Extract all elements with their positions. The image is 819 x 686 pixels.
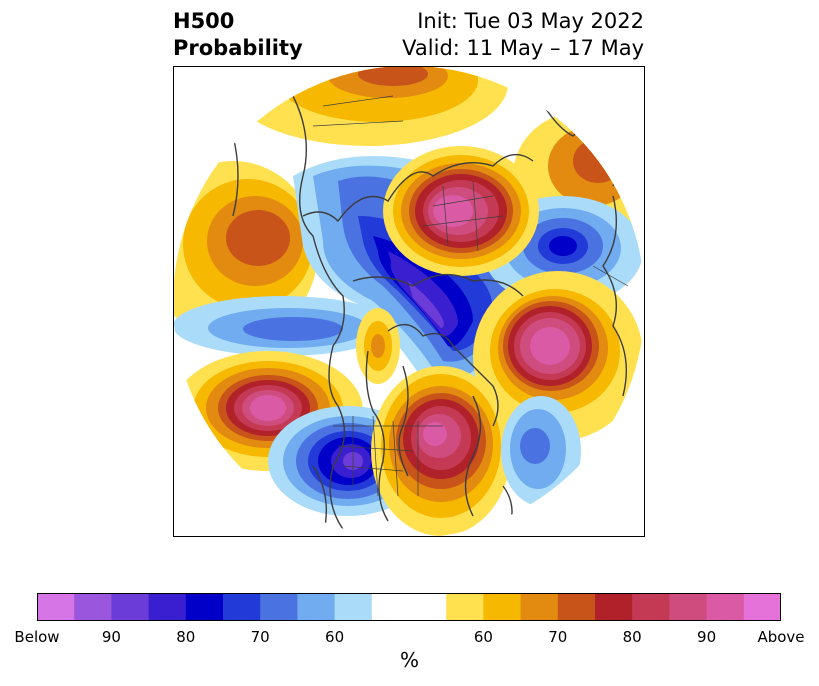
colorbar-tick-label: 70 bbox=[548, 628, 568, 646]
colorbar-cell bbox=[632, 593, 670, 621]
title-left: H500 Probability bbox=[173, 8, 303, 62]
colorbar-unit: % bbox=[399, 648, 419, 672]
above-anomaly-small bbox=[356, 308, 400, 384]
colorbar-cell bbox=[669, 593, 708, 621]
colorbar-cell bbox=[334, 593, 373, 621]
colorbar-cell bbox=[446, 593, 484, 621]
colorbar-tick-label: 90 bbox=[697, 628, 717, 646]
colorbar-cell bbox=[111, 593, 150, 621]
colorbar-tick-label: 60 bbox=[473, 628, 493, 646]
colorbar-cell bbox=[297, 593, 336, 621]
colorbar-cell bbox=[185, 593, 224, 621]
colorbar-cell bbox=[595, 593, 633, 621]
title-line1: H500 bbox=[173, 9, 235, 33]
colorbar-cell bbox=[148, 593, 187, 621]
colorbar-tick-label: Above bbox=[757, 628, 805, 646]
colorbar-cell bbox=[37, 593, 75, 621]
below-anomaly-west bbox=[173, 296, 393, 356]
below-anomaly-southeast bbox=[501, 396, 581, 506]
colorbar-ticks: Below 90 80 70 60 60 70 80 90 Above bbox=[0, 628, 819, 648]
title-line2: Probability bbox=[173, 36, 303, 60]
colorbar-cell bbox=[74, 593, 112, 621]
above-anomaly-central-north bbox=[383, 146, 539, 276]
colorbar-cell bbox=[520, 593, 559, 621]
colorbar-tick-label: 70 bbox=[250, 628, 270, 646]
above-anomaly-alaska bbox=[473, 271, 643, 441]
colorbar bbox=[37, 593, 781, 621]
map-frame bbox=[173, 66, 645, 537]
colorbar-cell bbox=[371, 593, 447, 621]
colorbar-cell bbox=[706, 593, 745, 621]
colorbar-cell bbox=[557, 593, 596, 621]
colorbar-tick-label: 80 bbox=[622, 628, 642, 646]
colorbar-cell bbox=[743, 593, 781, 621]
colorbar-tick-label: Below bbox=[14, 628, 60, 646]
init-date: Init: Tue 03 May 2022 bbox=[417, 9, 644, 33]
above-anomaly-siberia bbox=[228, 66, 508, 146]
valid-range: Valid: 11 May – 17 May bbox=[402, 36, 644, 60]
above-anomaly-eastern-us bbox=[371, 366, 511, 536]
colorbar-cell bbox=[223, 593, 261, 621]
colorbar-tick-label: 90 bbox=[101, 628, 121, 646]
probability-map bbox=[173, 66, 645, 537]
title-right: Init: Tue 03 May 2022 Valid: 11 May – 17… bbox=[402, 8, 644, 62]
colorbar-tick-label: 80 bbox=[176, 628, 196, 646]
colorbar-tick-label: 60 bbox=[325, 628, 345, 646]
colorbar-cell bbox=[483, 593, 522, 621]
colorbar-cell bbox=[260, 593, 298, 621]
